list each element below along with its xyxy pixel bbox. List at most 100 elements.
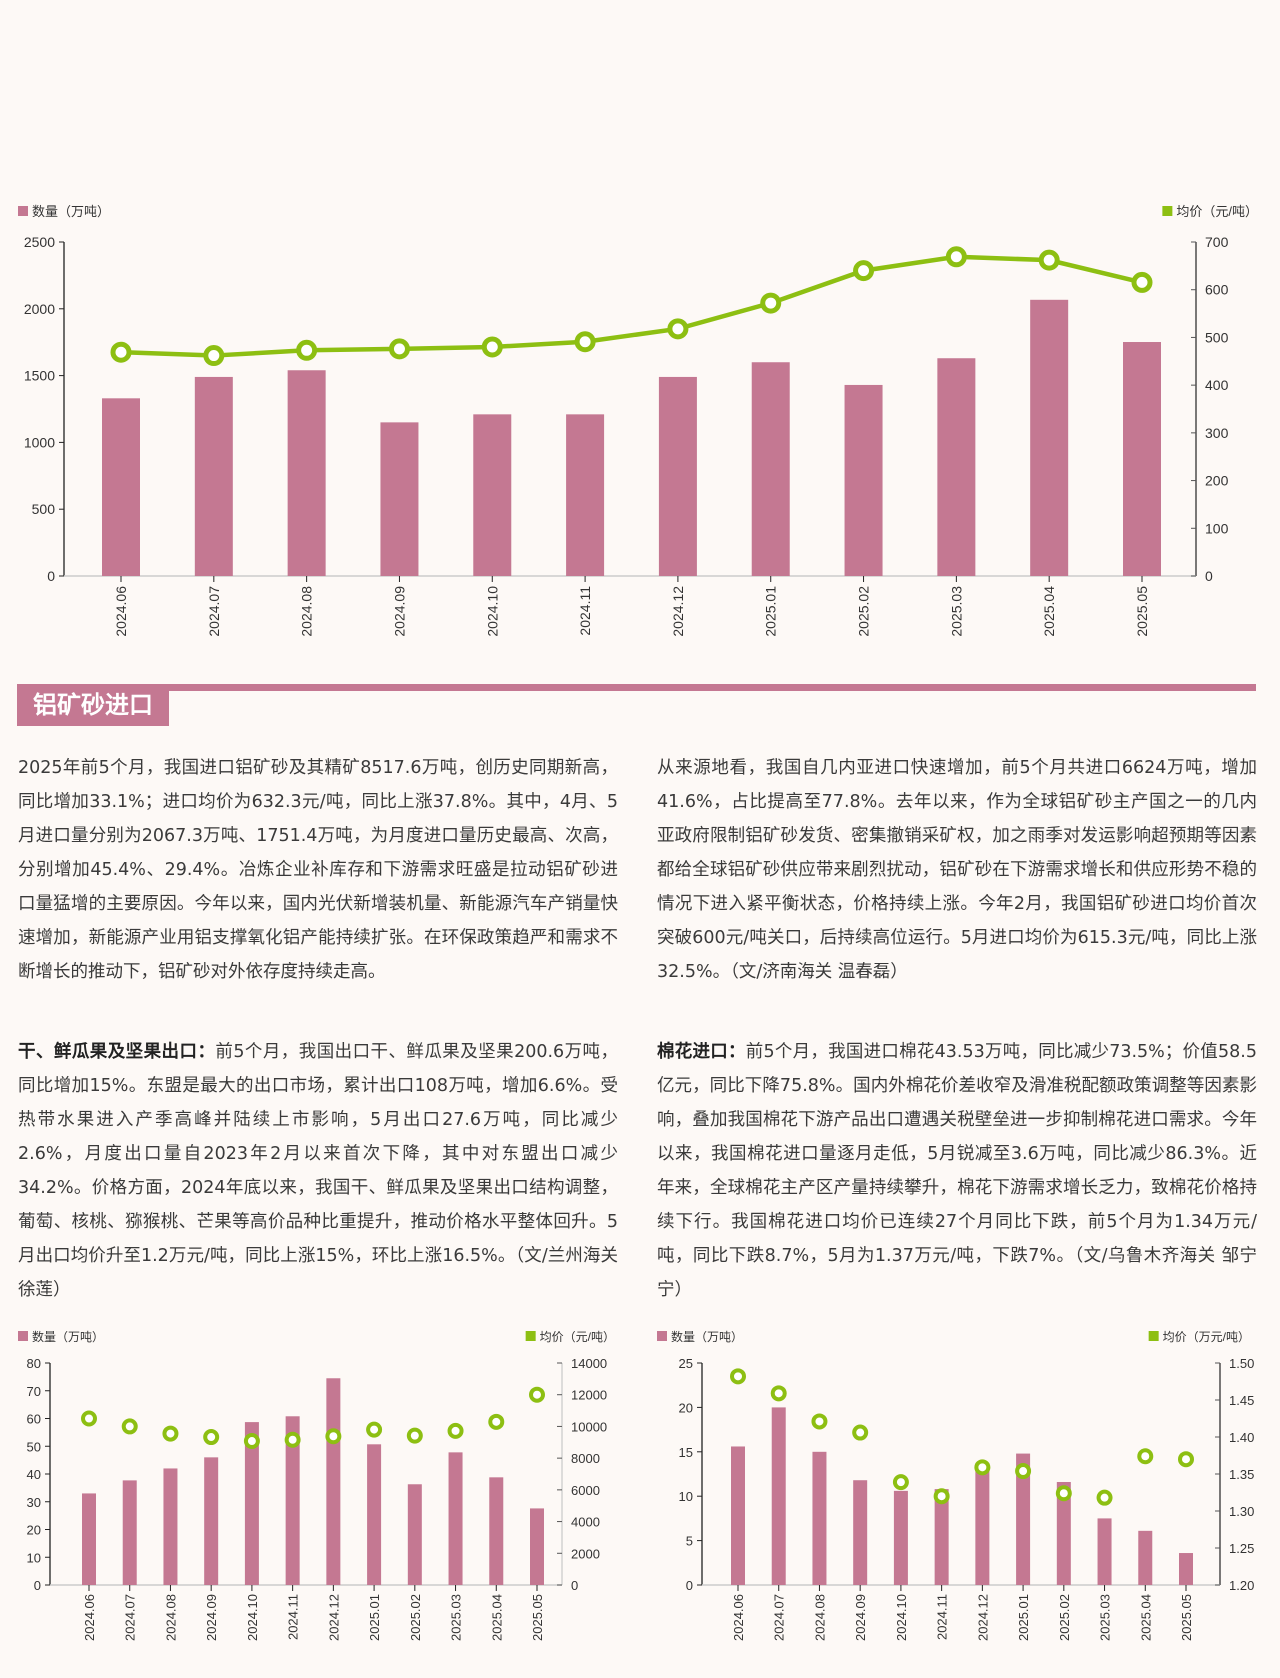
price-point [945,246,967,268]
bar [853,1480,868,1585]
x-tick-label: 2025.02 [856,586,872,637]
y2-tick-label: 1.35 [1229,1467,1254,1482]
bar [1030,299,1069,576]
y-tick-label: 1500 [24,368,55,384]
article-bauxite-part1: 2025年前5个月，我国进口铝矿砂及其精矿8517.6万吨，创历史同期新高，同比… [18,751,618,989]
bar [407,1484,422,1585]
price-point [892,1474,909,1491]
price-point [770,1385,787,1402]
y2-tick-label: 2000 [571,1546,600,1561]
y-tick-label: 20 [27,1523,41,1538]
legend-label-quantity: 数量（万吨） [671,1329,743,1344]
x-tick-label: 2025.03 [449,1594,464,1641]
price-point [388,338,410,360]
price-line [120,254,1143,358]
y2-tick-label: 400 [1205,377,1229,393]
price-point [974,1459,991,1476]
price-point [110,341,132,363]
section-rule [17,684,1256,691]
price-point [406,1427,423,1444]
price-point [1055,1485,1072,1502]
bar [893,1490,908,1585]
bar [285,1416,300,1585]
bar [82,1493,96,1585]
bar [1123,342,1161,576]
x-tick-label: 2025.05 [1134,586,1150,637]
y-tick-label: 60 [27,1412,41,1427]
legend-label-quantity: 数量（万吨） [32,204,110,219]
y2-tick-label: 0 [1205,568,1213,584]
price-point [243,1433,260,1450]
y-tick-label: 50 [27,1439,41,1454]
price-point [933,1488,950,1505]
y-tick-label: 15 [679,1445,693,1460]
bar [812,1451,827,1585]
bar [934,1489,949,1585]
price-point [1137,1448,1154,1465]
price-point [811,1413,828,1430]
legend-swatch-quantity [657,1331,667,1341]
x-tick-label: 2025.03 [948,586,964,637]
bar [1097,1518,1112,1585]
x-tick-label: 2024.06 [113,586,129,637]
y2-tick-label: 6000 [571,1483,600,1498]
x-tick-label: 2024.07 [772,1594,787,1641]
bar [122,1480,137,1585]
y-tick-label: 40 [27,1467,41,1482]
y2-tick-label: 700 [1205,234,1229,250]
price-point [574,331,596,353]
y2-tick-label: 500 [1205,329,1229,345]
y-tick-label: 10 [679,1489,693,1504]
x-tick-label: 2024.11 [286,1594,301,1640]
price-point [529,1386,545,1403]
bar [1179,1553,1193,1585]
y-tick-label: 2500 [24,234,55,250]
x-tick-label: 2024.11 [935,1594,950,1640]
price-point [296,339,318,361]
y-tick-label: 2000 [24,301,55,317]
y2-tick-label: 1.30 [1229,1504,1254,1519]
x-tick-label: 2025.04 [1041,586,1057,637]
bar [287,370,326,576]
x-tick-label: 2024.07 [206,586,222,637]
bar [731,1446,745,1585]
legend-label-price: 均价（元/吨） [540,1330,615,1344]
x-tick-label: 2025.04 [489,1594,504,1641]
x-tick-label: 2025.01 [1016,1594,1031,1641]
price-point [760,292,782,314]
legend-swatch-quantity [18,206,28,216]
y2-tick-label: 10000 [571,1419,607,1434]
bar [975,1464,990,1585]
legend-label-price: 均价（万元/吨） [1163,1330,1250,1344]
x-tick-label: 2025.02 [1057,1594,1072,1641]
bar [1138,1530,1153,1585]
y2-tick-label: 300 [1205,425,1229,441]
x-tick-label: 2024.06 [731,1594,746,1641]
price-point [852,1424,869,1441]
article-lead: 棉花进口： [657,1042,746,1062]
bar [244,1422,259,1585]
x-tick-label: 2024.09 [204,1594,219,1641]
article-text: 从来源地看，我国自几内亚进口快速增加，前5个月共进口6624万吨，增加41.6%… [657,758,1257,982]
price-point [488,1413,505,1430]
bar [566,414,605,576]
article-cotton-import: 棉花进口：前5个月，我国进口棉花43.53万吨，同比减少73.5%；价值58.5… [657,1035,1257,1307]
y2-tick-label: 1.20 [1229,1578,1254,1593]
x-tick-label: 2025.05 [530,1594,545,1641]
bar [1016,1453,1031,1585]
x-tick-label: 2024.08 [812,1594,827,1641]
y2-tick-label: 1.25 [1229,1541,1254,1556]
price-point [730,1368,746,1385]
legend-swatch-price [1162,206,1173,216]
y2-tick-label: 1.40 [1229,1430,1254,1445]
price-point [1178,1451,1194,1468]
price-point [1131,271,1153,293]
price-point [1038,249,1060,271]
section-title: 铝矿砂进口 [17,684,169,726]
article-bauxite-part2: 从来源地看，我国自几内亚进口快速增加，前5个月共进口6624万吨，增加41.6%… [657,751,1257,989]
y-tick-label: 0 [686,1578,693,1593]
y2-tick-label: 200 [1205,473,1229,489]
bar [530,1508,544,1585]
